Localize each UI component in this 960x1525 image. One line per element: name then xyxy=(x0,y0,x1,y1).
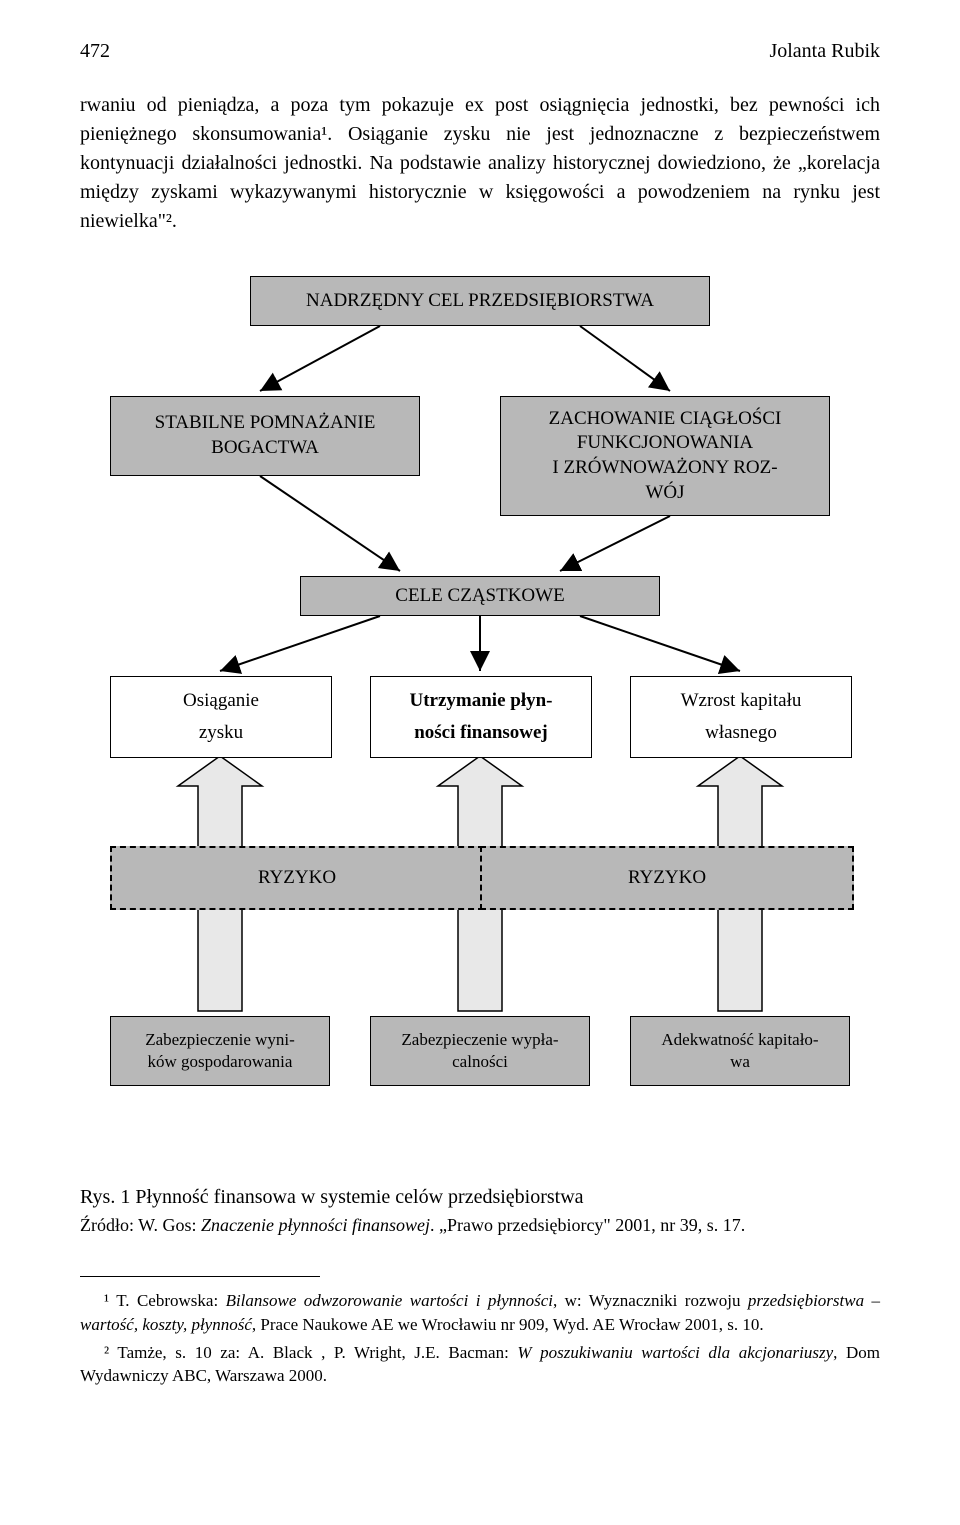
figure-caption: Rys. 1 Płynność finansowa w systemie cel… xyxy=(80,1186,880,1209)
node-l2a-line2: BOGACTWA xyxy=(211,436,319,461)
figure-source: Źródło: W. Gos: Znaczenie płynności fina… xyxy=(80,1215,880,1236)
f1-mid: , w: Wyznaczniki rozwoju xyxy=(553,1291,748,1310)
node-bottom-3: Adekwatność kapitało- wa xyxy=(630,1016,850,1086)
b3-line2: wa xyxy=(730,1051,750,1073)
node-goal-2: Utrzymanie płyn- ności finansowej xyxy=(370,676,592,758)
node-goal-3: Wzrost kapitału własnego xyxy=(630,676,852,758)
node-risk-1: RYZYKO xyxy=(110,846,484,910)
footnote-rule xyxy=(80,1276,320,1277)
page: 472 Jolanta Rubik rwaniu od pieniądza, a… xyxy=(0,0,960,1452)
node-bottom-2: Zabezpieczenie wypła- calności xyxy=(370,1016,590,1086)
goal1-line1: Osiąganie xyxy=(183,690,259,712)
f2-italic: W poszukiwaniu wartości dla akcjonariusz… xyxy=(517,1343,833,1362)
f1-pre: ¹ T. Cebrowska: xyxy=(104,1291,226,1310)
node-mid-label: CELE CZĄSTKOWE xyxy=(395,584,564,609)
f2-pre: ² Tamże, s. 10 za: A. Black , P. Wright,… xyxy=(104,1343,517,1362)
goal2-line2: ności finansowej xyxy=(414,722,548,744)
node-goal-1: Osiąganie zysku xyxy=(110,676,332,758)
goal2-line1: Utrzymanie płyn- xyxy=(409,690,552,712)
body-paragraph: rwaniu od pieniądza, a poza tym pokazuje… xyxy=(80,91,880,236)
b1-line1: Zabezpieczenie wyni- xyxy=(145,1029,295,1051)
source-label: Źródło: W. Gos: xyxy=(80,1215,201,1235)
f1-italic: Bilansowe odwzorowanie wartości i płynno… xyxy=(226,1291,553,1310)
page-number: 472 xyxy=(80,40,110,63)
source-italic: Znaczenie płynności finansowej xyxy=(201,1215,430,1235)
risk2-label: RYZYKO xyxy=(628,867,706,889)
flowchart-diagram: NADRZĘDNY CEL PRZEDSIĘBIORSTWA STABILNE … xyxy=(80,276,880,1146)
footnote-1: ¹ T. Cebrowska: Bilansowe odwzorowanie w… xyxy=(80,1289,880,1337)
source-tail: . „Prawo przedsiębiorcy" 2001, nr 39, s.… xyxy=(430,1215,745,1235)
node-mid: CELE CZĄSTKOWE xyxy=(300,576,660,616)
node-top-label: NADRZĘDNY CEL PRZEDSIĘBIORSTWA xyxy=(306,289,654,314)
node-l2b-line4: WÓJ xyxy=(645,481,684,506)
page-header: 472 Jolanta Rubik xyxy=(80,40,880,63)
node-l2a-line1: STABILNE POMNAŻANIE xyxy=(155,411,376,436)
risk1-label: RYZYKO xyxy=(258,867,336,889)
node-l2a: STABILNE POMNAŻANIE BOGACTWA xyxy=(110,396,420,476)
running-head: Jolanta Rubik xyxy=(769,40,880,63)
goal1-line2: zysku xyxy=(199,722,243,744)
b1-line2: ków gospodarowania xyxy=(148,1051,293,1073)
node-l2b-line3: I ZRÓWNOWAŻONY ROZ- xyxy=(552,456,777,481)
node-bottom-1: Zabezpieczenie wyni- ków gospodarowania xyxy=(110,1016,330,1086)
node-l2b-line2: FUNKCJONOWANIA xyxy=(577,431,753,456)
node-l2b: ZACHOWANIE CIĄGŁOŚCI FUNKCJONOWANIA I ZR… xyxy=(500,396,830,516)
node-top: NADRZĘDNY CEL PRZEDSIĘBIORSTWA xyxy=(250,276,710,326)
node-risk-2: RYZYKO xyxy=(480,846,854,910)
goal3-line1: Wzrost kapitału xyxy=(681,690,802,712)
b2-line2: calności xyxy=(452,1051,508,1073)
b3-line1: Adekwatność kapitało- xyxy=(661,1029,818,1051)
footnote-2: ² Tamże, s. 10 za: A. Black , P. Wright,… xyxy=(80,1341,880,1389)
f1-tail: , Prace Naukowe AE we Wrocławiu nr 909, … xyxy=(252,1315,764,1334)
node-l2b-line1: ZACHOWANIE CIĄGŁOŚCI xyxy=(549,407,782,432)
b2-line1: Zabezpieczenie wypła- xyxy=(401,1029,558,1051)
goal3-line2: własnego xyxy=(705,722,777,744)
